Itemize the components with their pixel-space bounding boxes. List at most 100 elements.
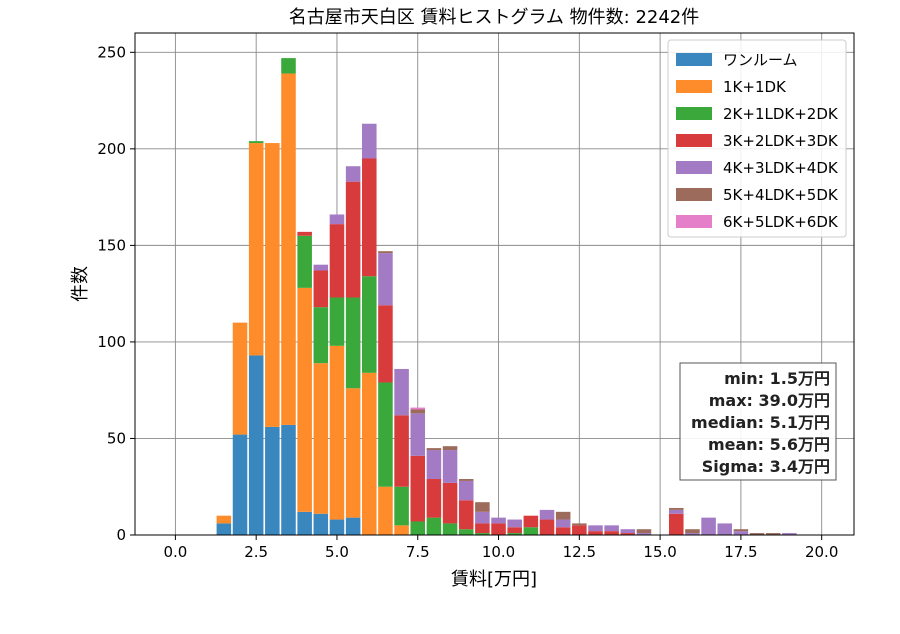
bar-segment — [362, 158, 377, 277]
x-tick-label: 12.5 — [563, 543, 596, 561]
bar-segment — [523, 527, 539, 535]
stats-max: max: 39.0万円 — [709, 391, 830, 410]
bar-segment — [265, 426, 280, 535]
bar-segment — [458, 500, 474, 530]
bar-segment — [329, 214, 345, 225]
bar-segment — [539, 509, 555, 520]
legend-swatch — [676, 188, 712, 201]
stats-median: median: 5.1万円 — [691, 413, 830, 432]
bar-segment — [733, 529, 749, 532]
x-axis-label: 賃料[万円] — [451, 569, 537, 590]
bar-segment — [523, 515, 539, 528]
bar-segment — [426, 517, 442, 535]
legend: ワンルーム 1K+1DK 2K+1LDK+2DK 3K+2LDK+3DK 4K+3LDK… — [667, 39, 847, 238]
legend-label: 1K+1DK — [723, 78, 787, 96]
bar-segment — [685, 529, 700, 534]
bar-segment — [458, 480, 474, 501]
legend-swatch — [676, 80, 712, 93]
bar-segment — [604, 525, 619, 532]
x-tick-label: 20.0 — [805, 543, 838, 561]
x-tick-label: 7.5 — [406, 543, 430, 561]
bar-segment — [378, 486, 393, 535]
bar-segment — [588, 531, 603, 535]
bar-segment — [572, 523, 587, 526]
bar-segment — [313, 264, 329, 271]
bar-segment — [362, 123, 377, 159]
y-tick-label: 50 — [107, 429, 126, 447]
bar-segment — [410, 409, 426, 414]
bar-segment — [507, 519, 522, 528]
y-tick-label: 150 — [97, 236, 126, 254]
legend-frame — [667, 39, 847, 238]
x-tick-label: 10.0 — [482, 543, 515, 561]
legend-swatch — [676, 134, 712, 147]
bar-segment — [345, 517, 361, 535]
bar-segment — [426, 450, 442, 480]
bar-segment — [442, 450, 458, 483]
bar-segment — [345, 297, 361, 389]
x-tick-label: 0.0 — [163, 543, 187, 561]
bar-segment — [329, 519, 345, 535]
x-tick-label: 17.5 — [724, 543, 757, 561]
x-tick-label: 5.0 — [325, 543, 349, 561]
bar-segment — [297, 235, 312, 288]
bar-segment — [313, 270, 329, 308]
bar-segment — [216, 523, 232, 535]
bar-segment — [458, 529, 474, 535]
bar-segment — [265, 143, 280, 427]
legend-label: 2K+1LDK+2DK — [723, 105, 839, 123]
legend-label: ワンルーム — [723, 51, 798, 69]
bars-group — [216, 58, 797, 535]
bar-segment — [717, 523, 733, 535]
bar-segment — [297, 511, 312, 535]
bar-segment — [475, 502, 490, 512]
bar-segment — [442, 523, 458, 535]
bar-segment — [410, 521, 426, 535]
bar-segment — [378, 251, 393, 254]
legend-label: 5K+4LDK+5DK — [723, 186, 839, 204]
bar-segment — [248, 141, 264, 144]
bar-segment — [426, 479, 442, 518]
bar-segment — [394, 368, 409, 416]
bar-segment — [507, 533, 522, 535]
bar-segment — [297, 231, 312, 236]
bar-segment — [410, 413, 426, 456]
bar-segment — [410, 455, 426, 522]
legend-swatch — [676, 161, 712, 174]
stats-sigma: Sigma: 3.4万円 — [702, 457, 830, 476]
bar-segment — [442, 482, 458, 524]
bar-segment — [362, 372, 377, 535]
bar-segment — [232, 434, 248, 535]
bar-segment — [668, 509, 684, 514]
bar-segment — [281, 424, 296, 535]
bar-segment — [539, 519, 555, 535]
legend-label: 3K+2LDK+3DK — [723, 132, 839, 150]
y-tick-label: 250 — [97, 43, 126, 61]
y-tick-label: 100 — [97, 333, 126, 351]
bar-segment — [491, 517, 506, 524]
stats-mean: mean: 5.6万円 — [708, 435, 830, 454]
legend-label: 4K+3LDK+4DK — [723, 159, 839, 177]
bar-segment — [313, 363, 329, 514]
bar-segment — [216, 515, 232, 524]
bar-segment — [248, 143, 264, 356]
stats-box-frame — [679, 362, 837, 481]
bar-segment — [378, 382, 393, 487]
bar-segment — [620, 529, 636, 534]
bar-segment — [475, 511, 490, 524]
bar-segment — [749, 533, 765, 535]
y-tick-label: 0 — [116, 526, 126, 544]
y-tick-label: 200 — [97, 140, 126, 158]
bar-segment — [668, 507, 684, 510]
bar-segment — [232, 322, 248, 435]
bar-segment — [362, 276, 377, 373]
stats-min: min: 1.5万円 — [724, 369, 830, 388]
bar-segment — [426, 448, 442, 451]
bar-segment — [668, 513, 684, 535]
bar-segment — [733, 531, 749, 535]
bar-segment — [636, 533, 652, 535]
chart-title: 名古屋市天白区 賃料ヒストグラム 物件数: 2242件 — [289, 7, 700, 28]
bar-segment — [636, 529, 652, 534]
bar-segment — [475, 523, 490, 534]
